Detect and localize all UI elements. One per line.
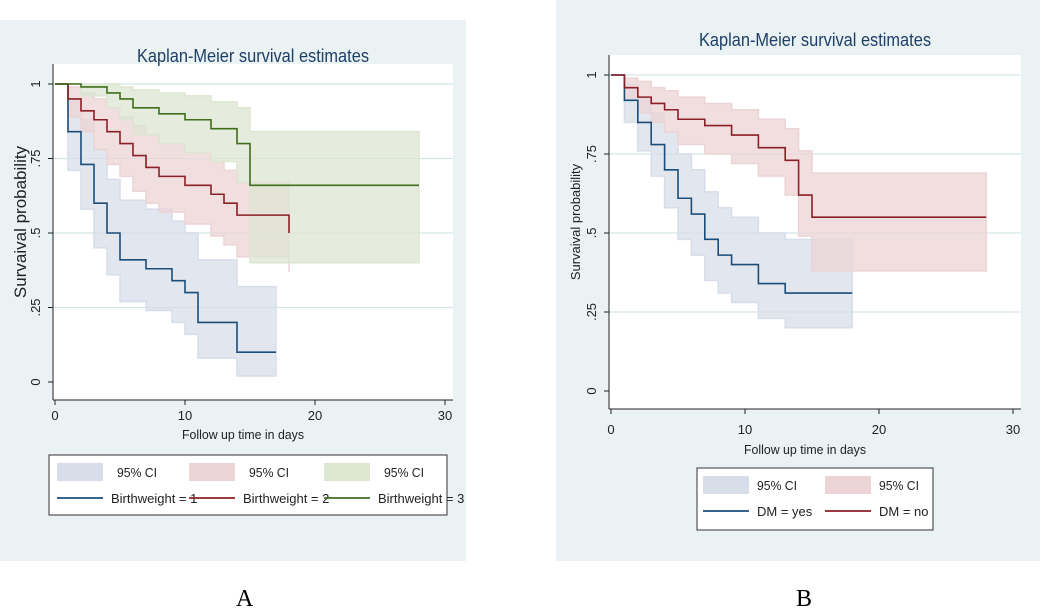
y-axis-label: Survaival probability [11,145,30,298]
chart-title: Kaplan-Meier survival estimates [137,46,369,66]
survival-line-series1 [611,74,853,294]
legend-ci-label: 95% CI [117,465,157,480]
survival-line-series3 [55,83,419,187]
y-tick-label: .5 [584,228,599,239]
km-chart-b: Kaplan-Meier survival estimates 0 .25 .5 .75… [568,30,1021,531]
ci-band-series3 [55,83,420,264]
x-axis-label: Follow up time in days [182,427,304,442]
legend-ci-swatch [703,476,749,494]
y-tick-label: .75 [584,145,599,163]
x-tick-label: 20 [872,422,886,437]
y-tick-label: .75 [28,149,43,167]
panel-label-b: B [796,586,813,612]
y-tick-label: 0 [28,378,43,385]
y-tick-label: .25 [584,303,599,321]
legend-ci-swatch [825,476,871,494]
x-tick-label: 30 [1006,422,1020,437]
y-tick-label: .25 [28,298,43,316]
legend-series-label: DM = yes [757,504,813,519]
x-axis-label: Follow up time in days [744,442,866,457]
legend-ci-label: 95% CI [757,478,797,493]
panel-b: Kaplan-Meier survival estimates 0 .25 .5 .75… [556,0,1040,561]
km-chart-a: Kaplan-Meier survival estimates 0 .25 .5 .75… [11,46,464,516]
x-tick-label: 10 [738,422,752,437]
legend-ci-swatch [324,463,370,481]
x-tick-label: 0 [607,422,614,437]
x-tick-label: 20 [308,408,322,423]
legend-ci-label: 95% CI [249,465,289,480]
y-tick-label: .5 [28,228,43,239]
panel-a: Kaplan-Meier survival estimates 0 .25 .5 .75… [0,20,466,561]
legend-series-label: DM = no [879,504,929,519]
x-tick-label: 10 [178,408,192,423]
legend-series-label: Birthweight = 1 [111,491,197,506]
legend-ci-label: 95% CI [384,465,424,480]
x-tick-label: 30 [438,408,452,423]
x-tick-label: 0 [51,408,58,423]
legend-ci-swatch [189,463,235,481]
chart-title: Kaplan-Meier survival estimates [699,30,931,50]
survival-line-series1 [55,83,276,353]
panel-label-a: A [236,586,254,612]
legend-series-label: Birthweight = 2 [243,491,329,506]
y-axis-label: Survaival probability [568,163,583,280]
y-tick-label: 1 [28,80,43,87]
legend-ci-label: 95% CI [879,478,919,493]
survival-line-series2 [55,83,290,233]
y-tick-label: 0 [584,387,599,394]
survival-line-series2 [611,74,987,218]
legend-box [48,454,448,516]
y-tick-label: 1 [584,71,599,78]
legend-ci-swatch [57,463,103,481]
legend-series-label: Birthweight = 3 [378,491,464,506]
